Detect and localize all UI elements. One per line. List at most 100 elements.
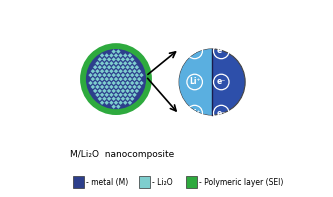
Polygon shape bbox=[125, 89, 130, 93]
Polygon shape bbox=[107, 89, 111, 93]
Polygon shape bbox=[102, 57, 107, 62]
Polygon shape bbox=[95, 77, 100, 81]
Polygon shape bbox=[88, 81, 93, 85]
Polygon shape bbox=[116, 73, 121, 77]
Text: - metal (M): - metal (M) bbox=[86, 177, 129, 187]
Polygon shape bbox=[135, 81, 139, 85]
Polygon shape bbox=[116, 65, 121, 70]
Text: - Polymeric layer (SEI): - Polymeric layer (SEI) bbox=[199, 177, 283, 187]
Polygon shape bbox=[93, 73, 97, 77]
Polygon shape bbox=[130, 57, 135, 62]
Polygon shape bbox=[121, 57, 125, 62]
Polygon shape bbox=[128, 69, 132, 73]
Polygon shape bbox=[116, 89, 121, 93]
Polygon shape bbox=[88, 73, 93, 77]
Polygon shape bbox=[116, 57, 121, 62]
Text: M/Li₂O  nanocomposite: M/Li₂O nanocomposite bbox=[70, 150, 174, 159]
Text: Li⁺: Li⁺ bbox=[189, 46, 200, 55]
Bar bbox=[186, 176, 196, 188]
Polygon shape bbox=[100, 61, 104, 66]
Polygon shape bbox=[107, 65, 111, 70]
Polygon shape bbox=[112, 65, 116, 70]
Polygon shape bbox=[107, 73, 111, 77]
Polygon shape bbox=[114, 61, 118, 66]
Polygon shape bbox=[98, 73, 102, 77]
Polygon shape bbox=[105, 100, 109, 105]
Polygon shape bbox=[98, 65, 102, 70]
Polygon shape bbox=[109, 77, 114, 81]
Polygon shape bbox=[109, 61, 114, 66]
Polygon shape bbox=[91, 77, 95, 81]
Polygon shape bbox=[128, 93, 132, 97]
Polygon shape bbox=[114, 93, 118, 97]
Polygon shape bbox=[123, 100, 128, 105]
Polygon shape bbox=[98, 89, 102, 93]
Polygon shape bbox=[130, 73, 135, 77]
Polygon shape bbox=[95, 69, 100, 73]
Polygon shape bbox=[95, 61, 100, 66]
Polygon shape bbox=[119, 53, 123, 58]
Polygon shape bbox=[102, 97, 107, 101]
Polygon shape bbox=[102, 65, 107, 70]
Polygon shape bbox=[119, 85, 123, 89]
Polygon shape bbox=[130, 89, 135, 93]
Circle shape bbox=[179, 49, 245, 115]
Polygon shape bbox=[121, 97, 125, 101]
Polygon shape bbox=[112, 49, 116, 54]
Polygon shape bbox=[105, 85, 109, 89]
Polygon shape bbox=[112, 57, 116, 62]
Polygon shape bbox=[128, 77, 132, 81]
Polygon shape bbox=[132, 85, 137, 89]
Text: Li⁺: Li⁺ bbox=[189, 77, 200, 86]
Polygon shape bbox=[112, 89, 116, 93]
Polygon shape bbox=[109, 100, 114, 105]
Polygon shape bbox=[139, 73, 144, 77]
Polygon shape bbox=[102, 89, 107, 93]
Polygon shape bbox=[107, 97, 111, 101]
Polygon shape bbox=[123, 85, 128, 89]
Text: - Li₂O: - Li₂O bbox=[152, 177, 173, 187]
Polygon shape bbox=[91, 69, 95, 73]
Polygon shape bbox=[112, 97, 116, 101]
Polygon shape bbox=[119, 69, 123, 73]
Polygon shape bbox=[100, 77, 104, 81]
Polygon shape bbox=[100, 85, 104, 89]
Polygon shape bbox=[95, 93, 100, 97]
Polygon shape bbox=[121, 65, 125, 70]
Text: Li⁺: Li⁺ bbox=[189, 109, 200, 118]
Polygon shape bbox=[93, 81, 97, 85]
Polygon shape bbox=[100, 53, 104, 58]
Polygon shape bbox=[116, 97, 121, 101]
Polygon shape bbox=[125, 65, 130, 70]
Polygon shape bbox=[128, 85, 132, 89]
Polygon shape bbox=[114, 85, 118, 89]
Polygon shape bbox=[112, 104, 116, 109]
Polygon shape bbox=[114, 77, 118, 81]
Polygon shape bbox=[123, 69, 128, 73]
Polygon shape bbox=[109, 53, 114, 58]
Polygon shape bbox=[107, 81, 111, 85]
Wedge shape bbox=[179, 49, 212, 115]
Polygon shape bbox=[107, 57, 111, 62]
Bar bbox=[73, 176, 84, 188]
Polygon shape bbox=[114, 53, 118, 58]
Polygon shape bbox=[100, 69, 104, 73]
Polygon shape bbox=[93, 65, 97, 70]
Polygon shape bbox=[105, 93, 109, 97]
Polygon shape bbox=[135, 73, 139, 77]
Polygon shape bbox=[128, 61, 132, 66]
Polygon shape bbox=[98, 81, 102, 85]
Polygon shape bbox=[91, 85, 95, 89]
Polygon shape bbox=[137, 77, 142, 81]
Polygon shape bbox=[119, 61, 123, 66]
Polygon shape bbox=[135, 65, 139, 70]
Polygon shape bbox=[121, 89, 125, 93]
Polygon shape bbox=[121, 73, 125, 77]
Polygon shape bbox=[125, 73, 130, 77]
Polygon shape bbox=[123, 77, 128, 81]
Polygon shape bbox=[132, 69, 137, 73]
Polygon shape bbox=[130, 97, 135, 101]
Polygon shape bbox=[105, 69, 109, 73]
Polygon shape bbox=[98, 57, 102, 62]
Polygon shape bbox=[125, 81, 130, 85]
